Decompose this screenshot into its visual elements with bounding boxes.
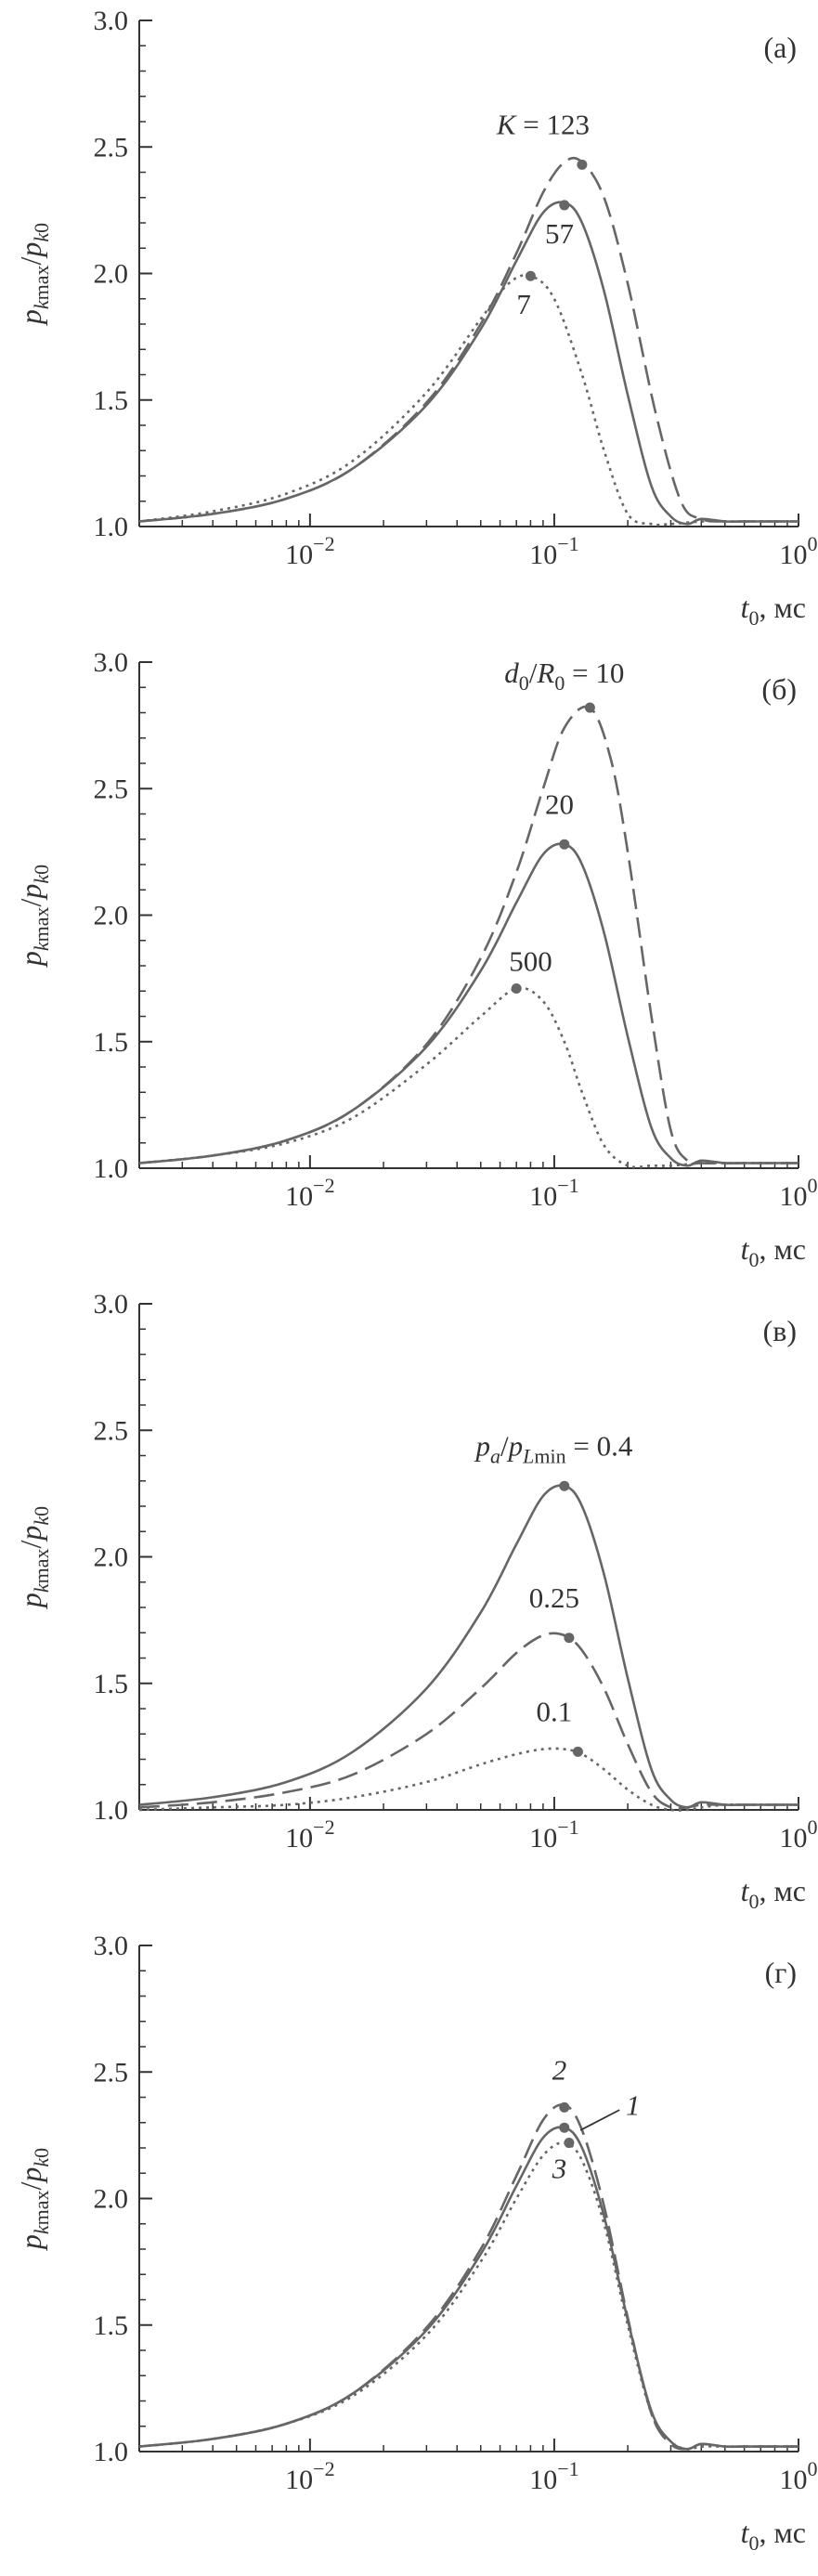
y-tick-label: 2.5: [94, 2057, 129, 2088]
x-tick-label: 10−2: [285, 2457, 334, 2495]
x-tick-label: 10−2: [285, 1174, 334, 1212]
y-tick-label: 1.0: [94, 512, 129, 542]
series-line-K=123: [138, 156, 799, 524]
panel-label: (б): [761, 672, 797, 706]
y-tick-label: 1.0: [94, 1153, 129, 1184]
y-tick-label: 1.0: [94, 1795, 129, 1826]
y-tick-label: 1.0: [94, 2437, 129, 2467]
peak-marker-2: [559, 2101, 570, 2113]
panel-label: (в): [763, 1314, 797, 1347]
x-tick-label: 10−2: [285, 532, 334, 570]
peak-marker-K=7: [525, 270, 536, 281]
annotation: 0.25: [529, 1581, 579, 1614]
y-tick-label: 2.0: [94, 901, 129, 931]
x-tick-label: 10−1: [529, 532, 578, 570]
y-axis-label: pkmax/pk0: [14, 865, 53, 968]
y-tick-label: 1.5: [94, 385, 129, 416]
peak-marker-K=123: [577, 159, 588, 170]
chart-panel-1: 1.0 1.5 2.0 2.5 3.0 10−2 10−1 100 pkmax/pk0 t0, м…: [14, 6, 818, 630]
chart-panel-4: 1.0 1.5 2.0 2.5 3.0 10−2 10−1 100 pkmax/pk0 t0, м…: [14, 1931, 818, 2555]
annotation: 500: [509, 944, 552, 977]
annotation: d0/R0 = 10: [504, 657, 624, 695]
y-tick-label: 2.5: [94, 1415, 129, 1446]
annotation: 1: [626, 2089, 641, 2122]
peak-marker-d0/R0=500: [511, 983, 522, 995]
y-tick-label: 1.5: [94, 1669, 129, 1699]
y-axis-label: pkmax/pk0: [14, 223, 53, 326]
annotation: 57: [545, 217, 574, 250]
series-line-pa/pLmin=0.1: [138, 1747, 799, 1812]
annotation: 3: [552, 2153, 567, 2185]
annotation: 20: [545, 788, 574, 821]
y-tick-label: 3.0: [94, 1289, 129, 1320]
annotation: pa/pLmin = 0.4: [474, 1430, 633, 1468]
series-line-d0/R0=20: [138, 842, 799, 1167]
chart-panel-2: 1.0 1.5 2.0 2.5 3.0 10−2 10−1 100 pkmax/pk0 t0, м…: [14, 647, 818, 1271]
x-tick-label: 10−1: [529, 1174, 578, 1212]
x-tick-label: 100: [780, 2457, 818, 2495]
series-line-K=57: [138, 201, 799, 526]
series-line-K=7: [138, 273, 799, 527]
y-tick-label: 2.0: [94, 2184, 129, 2215]
y-tick-label: 2.5: [94, 774, 129, 804]
y-axis-label: pkmax/pk0: [14, 2148, 53, 2251]
x-axis-label: t0, мс: [741, 591, 806, 630]
series-line-pa/pLmin=0.25: [138, 1632, 799, 1810]
y-tick-label: 2.0: [94, 259, 129, 290]
y-tick-label: 3.0: [94, 6, 129, 36]
x-axis-label: t0, мс: [741, 2516, 806, 2555]
annotation-leader: [579, 2109, 620, 2131]
peak-marker-d0/R0=20: [559, 839, 570, 850]
peak-marker-pa/pLmin=0.4: [559, 1480, 570, 1491]
peak-marker-pa/pLmin=0.1: [572, 1746, 583, 1757]
y-tick-label: 2.0: [94, 1542, 129, 1573]
x-tick-label: 10−1: [529, 2457, 578, 2495]
y-tick-label: 3.0: [94, 647, 129, 678]
x-axis-label: t0, мс: [741, 1874, 806, 1913]
peak-marker-pa/pLmin=0.25: [564, 1633, 575, 1644]
annotation: 7: [516, 288, 531, 320]
y-axis-label: pkmax/pk0: [14, 1506, 53, 1609]
series-line-pa/pLmin=0.4: [138, 1484, 799, 1809]
x-axis-label: t0, мс: [741, 1232, 806, 1271]
annotation: 2: [552, 2053, 567, 2086]
y-tick-label: 3.0: [94, 1931, 129, 1961]
panel-label: (а): [763, 31, 797, 64]
peak-marker-d0/R0=10: [584, 702, 595, 713]
y-tick-label: 1.5: [94, 2310, 129, 2341]
panel-label: (г): [765, 1956, 797, 1989]
annotation: K = 123: [496, 109, 590, 141]
peak-marker-1: [559, 2122, 570, 2133]
x-tick-label: 10−1: [529, 1815, 578, 1854]
series-line-d0/R0=500: [138, 986, 799, 1169]
x-tick-label: 100: [780, 1815, 818, 1854]
y-tick-label: 2.5: [94, 132, 129, 163]
series-line-d0/R0=10: [138, 705, 799, 1165]
annotation: 0.1: [537, 1696, 573, 1728]
peak-marker-3: [564, 2138, 575, 2149]
x-tick-label: 100: [780, 1174, 818, 1212]
series-line-3: [138, 2141, 799, 2451]
y-tick-label: 1.5: [94, 1027, 129, 1058]
x-tick-label: 10−2: [285, 1815, 334, 1854]
series-line-1: [138, 2126, 799, 2451]
chart-panel-3: 1.0 1.5 2.0 2.5 3.0 10−2 10−1 100 pkmax/pk0 t0, м…: [14, 1289, 818, 1913]
peak-marker-K=57: [559, 200, 570, 211]
x-tick-label: 100: [780, 532, 818, 570]
series-line-2: [138, 2103, 799, 2451]
